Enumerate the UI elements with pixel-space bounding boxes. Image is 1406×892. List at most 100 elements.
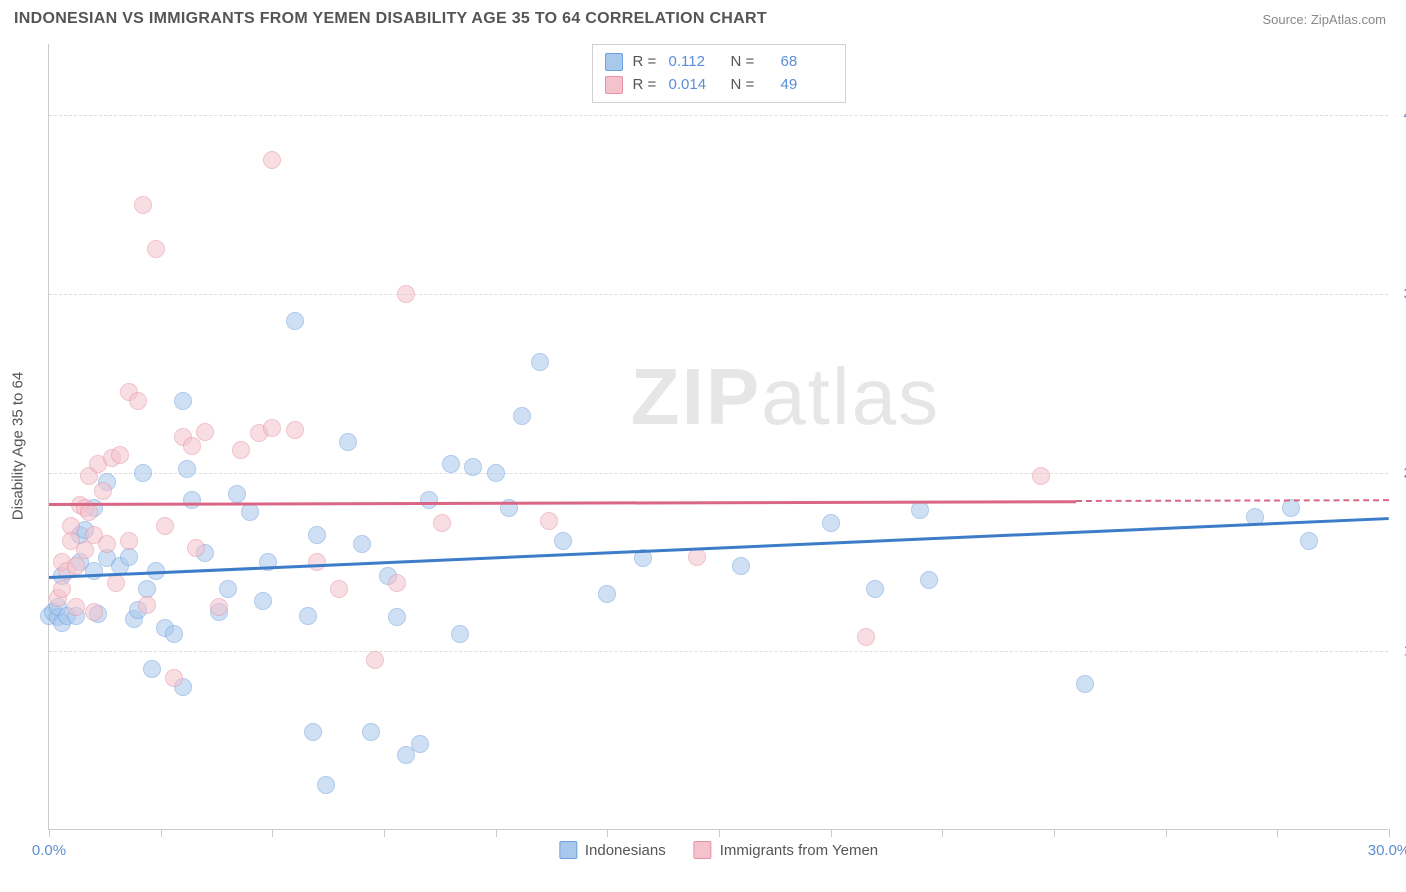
data-point (120, 548, 138, 566)
data-point (866, 580, 884, 598)
data-point (80, 503, 98, 521)
r-value: 0.112 (669, 51, 721, 74)
data-point (183, 491, 201, 509)
data-point (156, 517, 174, 535)
data-point (433, 514, 451, 532)
chart-header: INDONESIAN VS IMMIGRANTS FROM YEMEN DISA… (0, 0, 1406, 32)
data-point (688, 548, 706, 566)
scatter-chart: ZIPatlas 10.0%20.0%30.0%40.0%0.0%30.0%R … (48, 44, 1388, 830)
n-value: 49 (781, 74, 833, 97)
x-tick (1277, 829, 1278, 837)
data-point (397, 285, 415, 303)
data-point (138, 596, 156, 614)
gridline (49, 651, 1388, 652)
x-tick (719, 829, 720, 837)
legend-row: R = 0.014 N = 49 (605, 74, 833, 97)
x-tick (496, 829, 497, 837)
x-tick (942, 829, 943, 837)
legend-swatch (605, 53, 623, 71)
data-point (196, 423, 214, 441)
data-point (120, 532, 138, 550)
data-point (330, 580, 348, 598)
data-point (464, 458, 482, 476)
x-tick-label: 30.0% (1368, 842, 1406, 859)
r-value: 0.014 (669, 74, 721, 97)
legend-label: Immigrants from Yemen (720, 842, 878, 859)
data-point (67, 598, 85, 616)
trend-line (49, 517, 1389, 578)
data-point (53, 580, 71, 598)
data-point (540, 512, 558, 530)
data-point (411, 735, 429, 753)
data-point (420, 491, 438, 509)
data-point (165, 669, 183, 687)
data-point (513, 407, 531, 425)
data-point (183, 437, 201, 455)
data-point (353, 535, 371, 553)
y-axis-label: Disability Age 35 to 64 (10, 372, 27, 520)
gridline (49, 473, 1388, 474)
data-point (219, 580, 237, 598)
data-point (232, 441, 250, 459)
data-point (388, 574, 406, 592)
data-point (308, 553, 326, 571)
x-tick (607, 829, 608, 837)
data-point (111, 446, 129, 464)
data-point (304, 723, 322, 741)
data-point (857, 628, 875, 646)
data-point (94, 482, 112, 500)
data-point (308, 526, 326, 544)
data-point (299, 607, 317, 625)
legend-swatch (694, 841, 712, 859)
data-point (134, 464, 152, 482)
data-point (263, 151, 281, 169)
legend-item: Immigrants from Yemen (694, 841, 878, 859)
x-tick (49, 829, 50, 837)
data-point (107, 574, 125, 592)
x-tick (1389, 829, 1390, 837)
data-point (920, 571, 938, 589)
data-point (210, 598, 228, 616)
legend-label: Indonesians (585, 842, 666, 859)
data-point (531, 353, 549, 371)
data-point (98, 535, 116, 553)
series-legend: Indonesians Immigrants from Yemen (559, 841, 878, 859)
gridline (49, 115, 1388, 116)
data-point (134, 196, 152, 214)
data-point (732, 557, 750, 575)
data-point (554, 532, 572, 550)
data-point (317, 776, 335, 794)
data-point (822, 514, 840, 532)
x-tick (1054, 829, 1055, 837)
data-point (129, 392, 147, 410)
x-tick (161, 829, 162, 837)
data-point (67, 557, 85, 575)
x-tick (384, 829, 385, 837)
data-point (362, 723, 380, 741)
x-tick-label: 0.0% (32, 842, 66, 859)
data-point (1032, 467, 1050, 485)
data-point (1076, 675, 1094, 693)
data-point (241, 503, 259, 521)
data-point (286, 421, 304, 439)
data-point (911, 501, 929, 519)
data-point (143, 660, 161, 678)
data-point (263, 419, 281, 437)
data-point (85, 603, 103, 621)
data-point (339, 433, 357, 451)
data-point (451, 625, 469, 643)
n-label: N = (731, 74, 771, 97)
source-attribution: Source: ZipAtlas.com (1262, 12, 1386, 27)
r-label: R = (633, 51, 659, 74)
chart-title: INDONESIAN VS IMMIGRANTS FROM YEMEN DISA… (14, 10, 767, 28)
x-tick (1166, 829, 1167, 837)
x-tick (272, 829, 273, 837)
n-label: N = (731, 51, 771, 74)
r-label: R = (633, 74, 659, 97)
data-point (165, 625, 183, 643)
data-point (1282, 499, 1300, 517)
data-point (254, 592, 272, 610)
data-point (1300, 532, 1318, 550)
data-point (178, 460, 196, 478)
x-tick (831, 829, 832, 837)
